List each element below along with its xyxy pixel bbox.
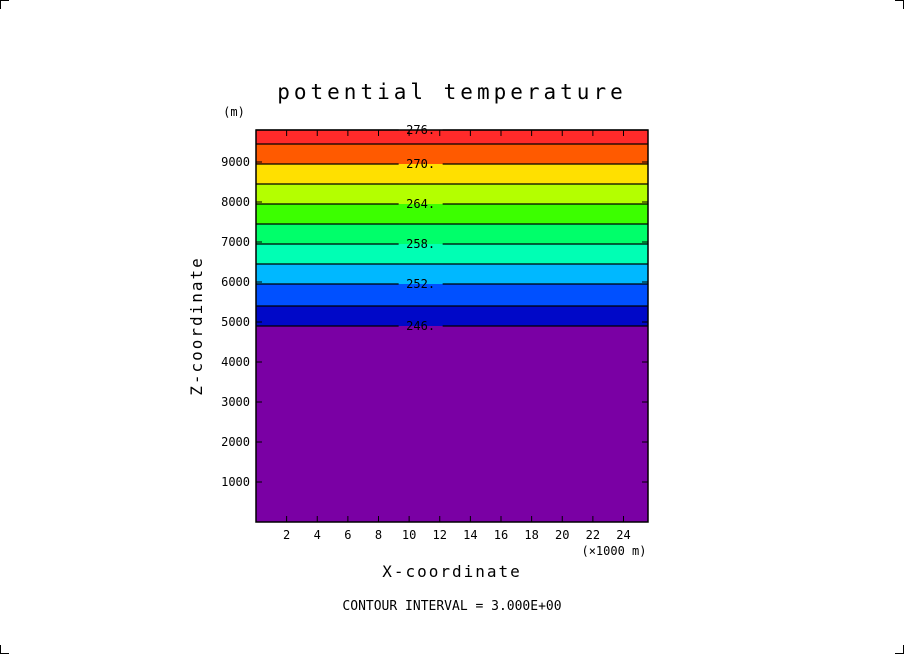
- contour-label-264: 264.: [406, 197, 435, 211]
- x-tick-label-6: 6: [344, 528, 351, 542]
- fill-band-3: [256, 264, 648, 284]
- contour-label-258: 258.: [406, 237, 435, 251]
- fill-band-7: [256, 184, 648, 204]
- fill-band-9: [256, 144, 648, 164]
- fill-band-2: [256, 284, 648, 306]
- fill-bands: [256, 130, 648, 522]
- x-tick-label-12: 12: [433, 528, 447, 542]
- y-tick-label-9000: 9000: [221, 155, 250, 169]
- x-tick-label-16: 16: [494, 528, 508, 542]
- x-tick-label-10: 10: [402, 528, 416, 542]
- plot-frame: [255, 129, 649, 523]
- chart-title: potential temperature: [277, 80, 627, 104]
- contour-interval-footer: CONTOUR INTERVAL = 3.000E+00: [342, 599, 561, 614]
- fill-band-10: [256, 130, 648, 144]
- contour-labels: 246.252.258.264.270.276.: [406, 123, 435, 333]
- contour-label-270: 270.: [406, 157, 435, 171]
- x-axis-ticks: 2 4 6 8 10 12 14 16 18 20 22 24: [283, 130, 631, 542]
- fill-band-0: [256, 326, 648, 522]
- y-tick-label-1000: 1000: [221, 475, 250, 489]
- y-tick-label-5000: 5000: [221, 315, 250, 329]
- x-unit-label: (×1000 m): [581, 544, 646, 558]
- fill-band-8: [256, 164, 648, 184]
- x-tick-label-8: 8: [375, 528, 382, 542]
- x-tick-label-18: 18: [524, 528, 538, 542]
- y-tick-label-8000: 8000: [221, 195, 250, 209]
- x-tick-label-22: 22: [586, 528, 600, 542]
- x-tick-label-24: 24: [616, 528, 630, 542]
- fill-band-5: [256, 224, 648, 244]
- x-tick-label-2: 2: [283, 528, 290, 542]
- fill-band-6: [256, 204, 648, 224]
- y-tick-label-7000: 7000: [221, 235, 250, 249]
- y-tick-label-3000: 3000: [221, 395, 250, 409]
- y-tick-label-2000: 2000: [221, 435, 250, 449]
- x-tick-label-4: 4: [314, 528, 321, 542]
- fill-band-1: [256, 306, 648, 326]
- y-unit-label: (m): [223, 105, 245, 119]
- y-axis-label: Z-coordinate: [187, 256, 206, 396]
- contour-label-252: 252.: [406, 277, 435, 291]
- x-tick-label-14: 14: [463, 528, 477, 542]
- contour-label-246: 246.: [406, 319, 435, 333]
- y-tick-label-6000: 6000: [221, 275, 250, 289]
- y-axis-ticks: 1000 2000 3000 4000 5000 6000 7000 8000 9000: [221, 155, 648, 489]
- corner-mark-top-left: [0, 0, 9, 9]
- x-tick-label-20: 20: [555, 528, 569, 542]
- fill-band-4: [256, 244, 648, 264]
- x-axis-label: X-coordinate: [382, 562, 522, 581]
- y-tick-label-4000: 4000: [221, 355, 250, 369]
